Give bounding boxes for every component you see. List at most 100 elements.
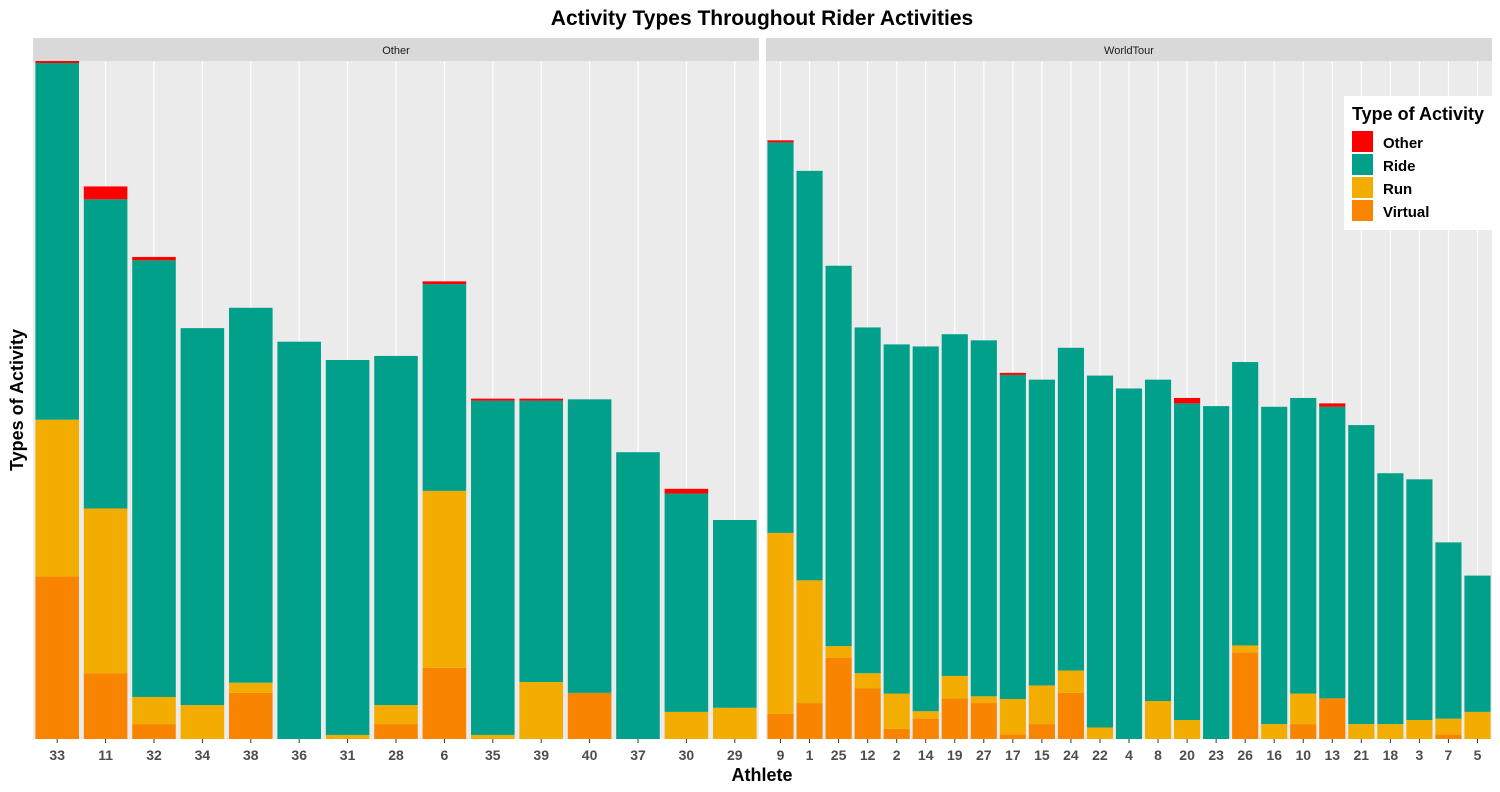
bar-segment-ride-athlete-29 (713, 520, 757, 708)
bar-segment-ride-athlete-16 (1261, 406, 1288, 725)
facet-strip (766, 38, 1492, 61)
x-tick-label: 21 (1354, 747, 1370, 763)
facet-strip-label: WorldTour (1104, 45, 1154, 57)
bar-segment-ride-athlete-30 (664, 493, 709, 712)
legend-label-virtual: Virtual (1383, 204, 1429, 221)
x-tick-label: 3 (1416, 747, 1424, 763)
bar-segment-run-athlete-19 (941, 675, 968, 699)
bar-segment-virtual-athlete-40 (567, 692, 612, 739)
bar-segment-ride-athlete-34 (180, 328, 225, 706)
x-tick-label: 35 (485, 747, 501, 763)
x-tick-label: 15 (1034, 747, 1050, 763)
bar-segment-ride-athlete-32 (132, 260, 176, 697)
bar-segment-run-athlete-17 (999, 698, 1026, 735)
bar-segment-run-athlete-7 (1435, 718, 1462, 735)
bar-segment-run-athlete-14 (912, 711, 939, 719)
bar-segment-ride-athlete-5 (1464, 575, 1491, 712)
bar-segment-run-athlete-22 (1086, 727, 1114, 739)
bar-segment-ride-athlete-28 (374, 355, 418, 706)
bar-segment-virtual-athlete-10 (1290, 724, 1317, 739)
bar-segment-virtual-athlete-19 (941, 698, 968, 739)
x-tick-label: 5 (1474, 747, 1482, 763)
legend-key-run (1352, 177, 1373, 198)
x-tick-label: 6 (441, 747, 449, 763)
bar-segment-ride-athlete-6 (422, 284, 467, 491)
bar-segment-run-athlete-2 (883, 693, 910, 729)
bar-segment-ride-athlete-15 (1028, 379, 1055, 686)
bar-segment-ride-athlete-18 (1377, 473, 1404, 725)
bar-segment-ride-athlete-33 (35, 63, 79, 420)
x-tick-label: 29 (727, 747, 743, 763)
bar-segment-ride-athlete-38 (229, 307, 273, 683)
bar-segment-other-athlete-32 (132, 256, 176, 261)
x-tick-label: 31 (340, 747, 356, 763)
bar-segment-ride-athlete-2 (883, 344, 910, 694)
bar-segment-virtual-athlete-13 (1319, 698, 1346, 739)
bar-segment-ride-athlete-27 (970, 340, 997, 697)
x-tick-label: 37 (630, 747, 646, 763)
bar-segment-virtual-athlete-28 (374, 724, 418, 739)
facet-strip-label: Other (382, 45, 410, 57)
x-tick-label: 22 (1092, 747, 1108, 763)
bar-segment-run-athlete-38 (229, 682, 273, 693)
x-tick-label: 26 (1237, 747, 1253, 763)
bar-segment-ride-athlete-39 (519, 400, 563, 683)
chart-title: Activity Types Throughout Rider Activiti… (551, 7, 973, 30)
bar-segment-run-athlete-27 (970, 696, 997, 704)
x-tick-label: 25 (831, 747, 847, 763)
bar-segment-virtual-athlete-14 (912, 718, 939, 739)
bar-segment-ride-athlete-3 (1406, 479, 1433, 721)
x-tick-label: 36 (291, 747, 307, 763)
x-tick-label: 4 (1125, 747, 1133, 763)
x-tick-label: 40 (582, 747, 598, 763)
bar-segment-ride-athlete-25 (825, 265, 852, 647)
bar-segment-ride-athlete-36 (277, 341, 321, 739)
bar-segment-virtual-athlete-12 (854, 688, 881, 739)
x-tick-label: 18 (1383, 747, 1399, 763)
bar-segment-run-athlete-5 (1464, 711, 1491, 739)
facet-panel-other: Other 33 11 32 34 38 36 31 28 6 35 39 40 37 30 29 (33, 38, 759, 763)
bar-segment-run-athlete-31 (325, 734, 370, 739)
legend-label-other: Other (1383, 135, 1423, 152)
facet-panel-worldtour: WorldTour 9 1 25 12 2 14 19 27 17 15 24 22 4 8 20 23 26 16… (766, 38, 1492, 763)
x-tick-label: 10 (1295, 747, 1311, 763)
bar-segment-virtual-athlete-6 (422, 667, 467, 739)
x-tick-label: 34 (195, 747, 211, 763)
bar-segment-run-athlete-21 (1348, 724, 1375, 739)
bar-segment-ride-athlete-9 (767, 142, 794, 533)
x-tick-label: 14 (918, 747, 934, 763)
legend-label-run: Run (1383, 181, 1412, 198)
x-tick-label: 13 (1324, 747, 1340, 763)
bar-segment-run-athlete-35 (471, 734, 515, 739)
x-tick-label: 32 (146, 747, 162, 763)
bar-segment-virtual-athlete-32 (132, 724, 176, 739)
bar-segment-other-athlete-9 (767, 140, 794, 143)
x-tick-label: 23 (1208, 747, 1224, 763)
x-tick-label: 17 (1005, 747, 1021, 763)
bar-segment-run-athlete-10 (1290, 693, 1317, 725)
x-tick-label: 8 (1154, 747, 1162, 763)
x-tick-label: 16 (1266, 747, 1282, 763)
bar-segment-run-athlete-25 (825, 646, 852, 658)
x-tick-label: 30 (679, 747, 695, 763)
x-axis-title: Athlete (731, 765, 792, 785)
x-tick-label: 19 (947, 747, 963, 763)
x-tick-label: 28 (388, 747, 404, 763)
bar-segment-virtual-athlete-15 (1028, 724, 1055, 739)
bar-segment-run-athlete-12 (854, 673, 881, 689)
bar-segment-run-athlete-8 (1144, 701, 1172, 739)
bar-segment-run-athlete-28 (374, 705, 418, 725)
bar-segment-other-athlete-39 (519, 398, 563, 401)
bar-segment-ride-athlete-19 (941, 334, 968, 676)
x-tick-label: 7 (1445, 747, 1453, 763)
bar-segment-virtual-athlete-25 (825, 657, 852, 739)
bar-segment-other-athlete-6 (422, 281, 467, 285)
bar-segment-ride-athlete-17 (999, 374, 1026, 699)
x-tick-label: 9 (777, 747, 785, 763)
x-tick-label: 27 (976, 747, 992, 763)
legend-key-other (1352, 131, 1373, 152)
bar-segment-run-athlete-11 (83, 508, 128, 674)
bar-segment-run-athlete-33 (35, 419, 79, 577)
x-tick-label: 2 (893, 747, 901, 763)
bar-segment-run-athlete-26 (1232, 645, 1259, 653)
